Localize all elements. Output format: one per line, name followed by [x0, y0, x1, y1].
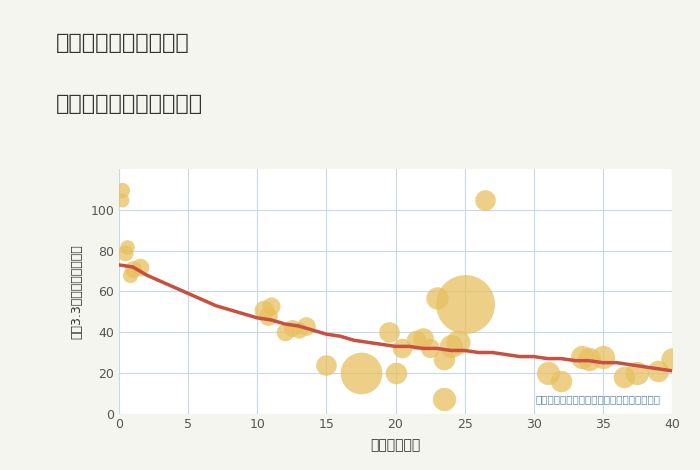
- Text: 三重県鈴鹿市徳居町の: 三重県鈴鹿市徳居町の: [56, 33, 190, 53]
- Point: [279, 329, 290, 336]
- Point: [438, 355, 449, 362]
- Point: [618, 373, 629, 381]
- Point: [480, 196, 491, 204]
- Point: [258, 306, 270, 313]
- Text: 築年数別中古戸建て価格: 築年数別中古戸建て価格: [56, 94, 203, 114]
- Text: 円の大きさは、取引のあった物件面積を示す: 円の大きさは、取引のあった物件面積を示す: [536, 394, 661, 404]
- Point: [300, 322, 312, 330]
- Point: [116, 196, 127, 204]
- Point: [597, 353, 608, 360]
- Point: [286, 324, 297, 332]
- Point: [411, 337, 422, 344]
- Point: [577, 353, 588, 360]
- Point: [122, 243, 133, 251]
- Point: [383, 329, 394, 336]
- Point: [321, 361, 332, 368]
- Point: [119, 249, 130, 257]
- Point: [134, 263, 146, 271]
- Point: [452, 338, 463, 346]
- Point: [652, 367, 664, 375]
- Point: [265, 302, 276, 309]
- Point: [459, 300, 470, 307]
- Point: [127, 265, 139, 273]
- Point: [397, 345, 408, 352]
- Point: [262, 312, 274, 320]
- Point: [116, 186, 127, 193]
- Point: [556, 377, 567, 385]
- Point: [438, 396, 449, 403]
- Point: [632, 369, 643, 376]
- Point: [445, 343, 456, 350]
- Point: [417, 335, 428, 342]
- Point: [390, 369, 401, 376]
- Point: [125, 271, 136, 279]
- Point: [293, 326, 304, 334]
- Point: [542, 369, 553, 376]
- Y-axis label: 坪（3.3㎡）単価（万円）: 坪（3.3㎡）単価（万円）: [70, 244, 83, 339]
- Point: [584, 355, 595, 362]
- Point: [424, 345, 435, 352]
- Point: [431, 294, 442, 301]
- X-axis label: 築年数（年）: 築年数（年）: [370, 439, 421, 453]
- Point: [666, 355, 678, 362]
- Point: [356, 369, 367, 376]
